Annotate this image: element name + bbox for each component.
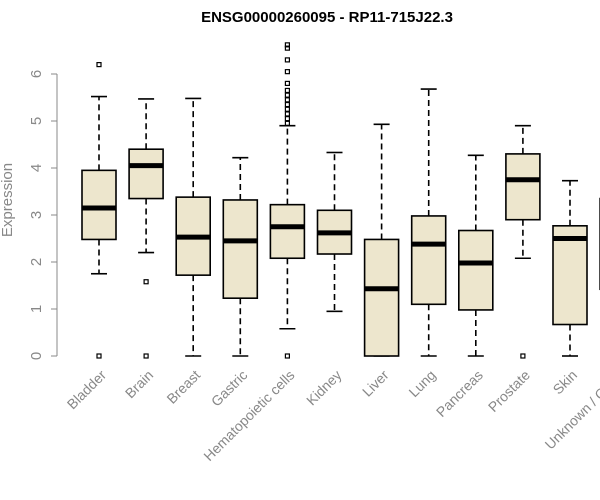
outlier-point [284, 116, 290, 122]
outlier-point [284, 101, 290, 108]
box-brain [128, 98, 164, 359]
iqr-box [81, 169, 117, 241]
x-tick-label: Liver [359, 367, 392, 400]
y-axis: 0 1 2 3 4 5 6 [28, 70, 58, 360]
box-gastric [222, 156, 259, 357]
box-hematopoietic-cells [269, 42, 306, 359]
box-lung [410, 88, 447, 357]
outlier-point [284, 353, 290, 359]
outlier-point [284, 42, 290, 48]
y-tick-label: 3 [28, 211, 45, 219]
box-pancreas [457, 154, 494, 357]
outlier-point [96, 353, 102, 359]
y-tick-label: 0 [28, 352, 45, 360]
x-tick-label: Skin [550, 367, 581, 398]
box-skin [552, 179, 588, 357]
iqr-box [457, 229, 494, 311]
x-tick-label: Hematopoietic cells [200, 367, 297, 464]
outlier-point [284, 111, 290, 117]
outlier-point [284, 45, 290, 51]
iqr-box [363, 238, 400, 357]
outlier-point [284, 57, 290, 63]
iqr-box [269, 203, 306, 260]
box-prostate [505, 124, 541, 359]
outlier-point [284, 87, 290, 94]
outlier-point [284, 92, 290, 98]
outlier-point [284, 106, 290, 112]
x-tick-label: Prostate [485, 367, 533, 415]
outlier-point [96, 61, 102, 68]
x-tick-label: Breast [163, 367, 203, 407]
iqr-box [222, 199, 259, 299]
box-breast [175, 97, 211, 357]
y-tick-label: 5 [28, 117, 45, 125]
x-tick-label: Bladder [64, 367, 110, 413]
outlier-point [284, 120, 290, 126]
y-tick-label: 4 [28, 164, 45, 172]
x-tick-label: Kidney [303, 367, 345, 409]
x-tick-label: Lung [405, 367, 438, 400]
outlier-point [520, 353, 526, 359]
box-liver [363, 123, 400, 357]
outlier-point [143, 279, 149, 285]
iqr-box [505, 153, 541, 221]
iqr-box [410, 215, 447, 306]
chart-title: ENSG00000260095 - RP11-715J22.3 [201, 9, 453, 26]
outlier-point [284, 80, 290, 87]
box-bladder [81, 61, 117, 359]
y-tick-label: 1 [28, 305, 45, 313]
outlier-point [284, 97, 290, 103]
y-axis-label: Expression [0, 163, 16, 237]
x-tick-label: Brain [122, 367, 156, 401]
box-kidney [316, 151, 353, 313]
y-tick-label: 6 [28, 70, 45, 78]
outlier-point [143, 353, 149, 359]
iqr-box [552, 225, 588, 326]
iqr-box [128, 148, 164, 200]
x-tick-label: Pancreas [433, 367, 486, 420]
outlier-point [284, 69, 290, 75]
boxes-layer [81, 42, 600, 359]
x-tick-label: Gastric [208, 367, 251, 410]
y-tick-label: 2 [28, 258, 45, 266]
